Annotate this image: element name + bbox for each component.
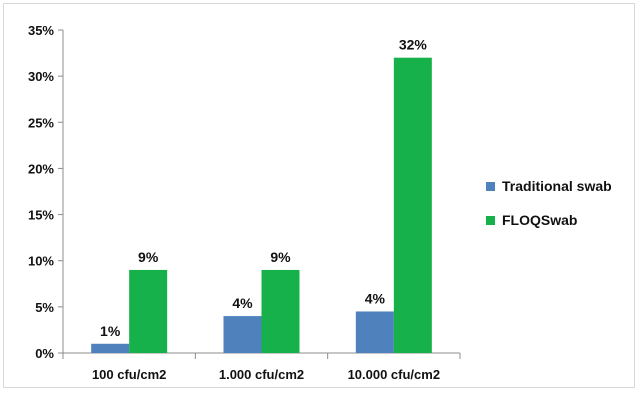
bar	[129, 269, 168, 353]
data-label: 32%	[399, 37, 428, 53]
data-label: 4%	[365, 290, 386, 306]
y-tick-label: 15%	[28, 208, 54, 223]
data-label: 9%	[138, 249, 159, 265]
y-tick-label: 10%	[28, 254, 54, 269]
x-tick-label: 1.000 cfu/cm2	[219, 367, 304, 382]
legend-label: Traditional swab	[502, 178, 612, 194]
y-axis: 0% 5% 10% 15% 20% 25% 30% 35%	[28, 23, 64, 361]
bar	[91, 343, 130, 353]
data-label: 1%	[100, 323, 121, 339]
y-tick-label: 0%	[35, 346, 54, 361]
data-label: 4%	[232, 295, 253, 311]
y-tick-label: 25%	[28, 115, 54, 130]
bars	[91, 57, 432, 353]
y-tick-label: 5%	[35, 300, 54, 315]
x-tick-label: 100 cfu/cm2	[92, 367, 166, 382]
bar	[261, 269, 300, 353]
y-tick-label: 30%	[28, 69, 54, 84]
data-label: 9%	[270, 249, 291, 265]
chart-frame	[3, 3, 635, 388]
y-tick-label: 35%	[28, 23, 54, 38]
legend-swatch	[486, 182, 495, 191]
data-labels: 1% 4% 4% 9% 9% 32%	[100, 37, 427, 339]
bar	[393, 57, 432, 353]
x-tick-label: 10.000 cfu/cm2	[348, 367, 441, 382]
bar	[355, 311, 394, 353]
legend-swatch	[486, 216, 495, 225]
legend: Traditional swab FLOQSwab	[486, 178, 612, 228]
bar	[223, 316, 262, 353]
legend-label: FLOQSwab	[502, 212, 577, 228]
x-axis: 100 cfu/cm2 1.000 cfu/cm2 10.000 cfu/cm2	[62, 352, 461, 382]
y-tick-label: 20%	[28, 161, 54, 176]
